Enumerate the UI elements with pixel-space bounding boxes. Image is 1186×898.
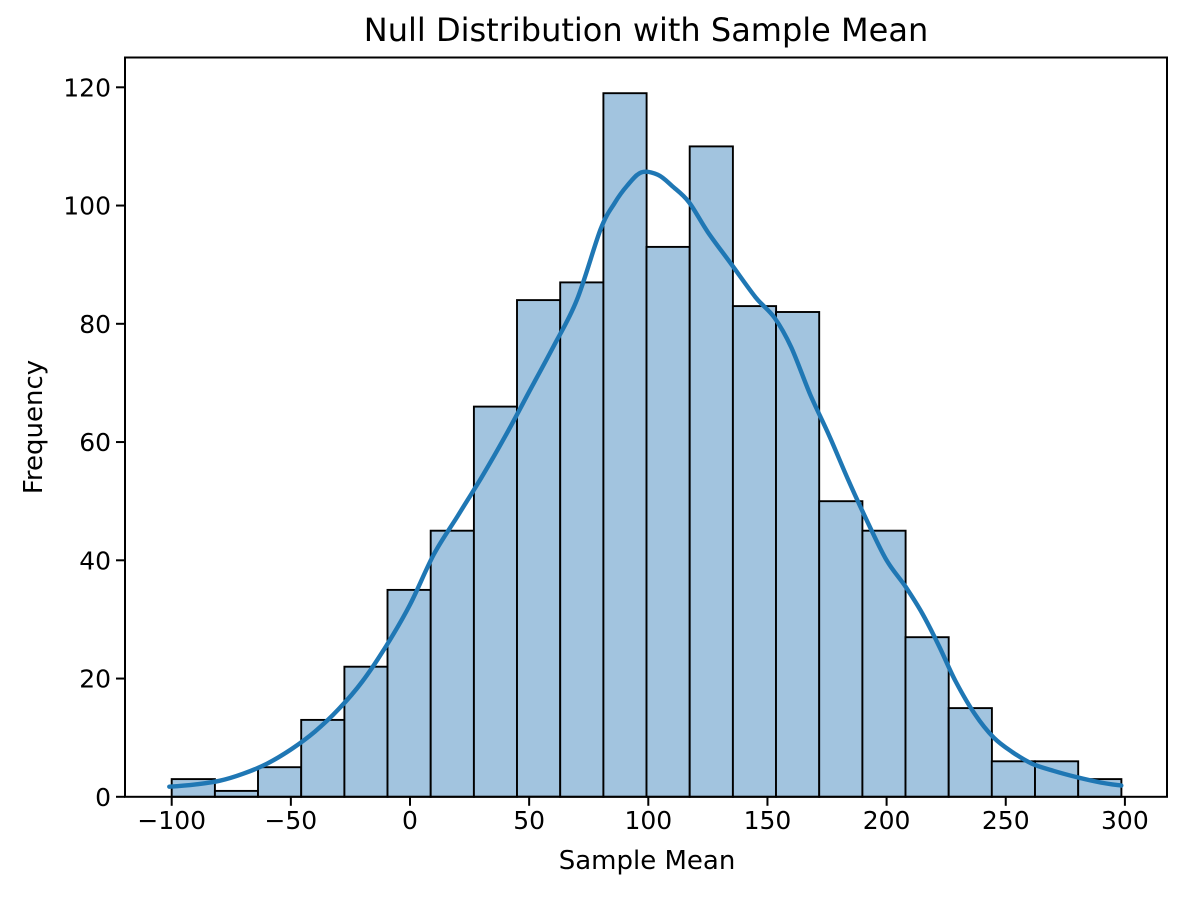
- histogram-bar: [472, 405, 519, 798]
- histogram-bar: [602, 92, 648, 798]
- y-tick-label: 40: [79, 546, 111, 575]
- histogram-bar: [300, 718, 346, 798]
- chart-title: Null Distribution with Sample Mean: [364, 11, 928, 49]
- y-axis-label: Frequency: [19, 360, 49, 494]
- kde-curve-group: [167, 169, 1124, 789]
- histogram-bar: [861, 529, 907, 798]
- x-tick-label: 200: [863, 806, 911, 835]
- x-tick-label: −100: [137, 806, 206, 835]
- x-tick-label: 0: [402, 806, 418, 835]
- histogram-bar: [343, 665, 389, 798]
- y-tick-label: 80: [79, 310, 111, 339]
- x-tick-label: 300: [1101, 806, 1149, 835]
- histogram-bar: [645, 245, 691, 798]
- histogram-bar: [688, 145, 734, 798]
- kde-curve: [167, 169, 1124, 789]
- bars-group: [170, 92, 1123, 798]
- histogram-bar: [904, 636, 950, 798]
- y-tick-label: 0: [95, 783, 111, 812]
- x-tick-label: 50: [513, 806, 545, 835]
- y-tick-label: 20: [79, 665, 111, 694]
- histogram-bar: [257, 766, 303, 798]
- histogram-bar: [990, 760, 1036, 798]
- histogram-bar: [775, 311, 821, 798]
- y-tick-label: 100: [63, 192, 111, 221]
- axes-group: −100 −50 0 50 100 150 200 250 300 0 20 40 60 80 100 120: [63, 56, 1168, 835]
- x-tick-label: 250: [982, 806, 1030, 835]
- x-axis-label: Sample Mean: [559, 846, 736, 876]
- histogram-bar: [386, 588, 432, 798]
- y-tick-label: 120: [63, 73, 111, 102]
- y-tick-label: 60: [79, 428, 111, 457]
- histogram-bar: [559, 281, 605, 798]
- histogram-bar: [818, 500, 864, 798]
- histogram-bar: [429, 529, 475, 798]
- histogram-bar: [947, 707, 993, 798]
- x-tick-label: 100: [624, 806, 672, 835]
- x-tick-label: 150: [744, 806, 792, 835]
- histogram-bar: [516, 299, 562, 798]
- histogram-bar: [731, 305, 778, 798]
- x-tick-label: −50: [264, 806, 317, 835]
- plot-spines: [124, 56, 1168, 798]
